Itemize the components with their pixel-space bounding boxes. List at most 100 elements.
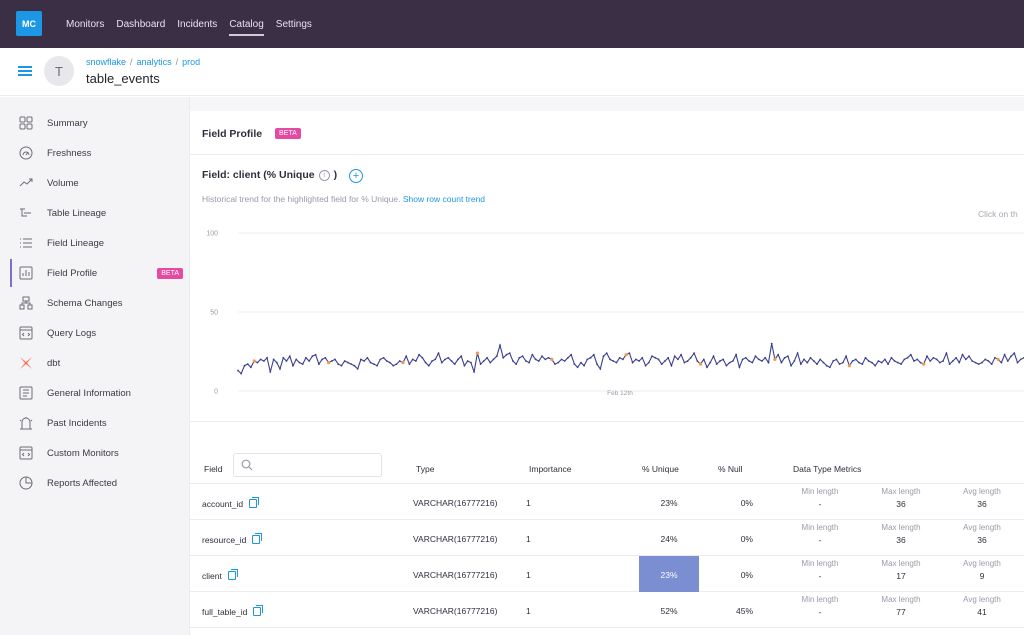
breadcrumb-schema[interactable]: prod (182, 57, 201, 67)
copy-icon[interactable] (253, 605, 264, 616)
sidebar-item-reports-affected[interactable]: Reports Affected (18, 473, 183, 493)
data-point[interactable] (586, 358, 589, 361)
data-point[interactable] (624, 353, 628, 357)
data-point[interactable] (599, 368, 602, 370)
data-point[interactable] (534, 358, 537, 361)
data-point[interactable] (408, 363, 411, 365)
data-point[interactable] (722, 358, 725, 361)
data-point[interactable] (550, 357, 554, 361)
data-point[interactable] (1016, 361, 1019, 364)
data-point[interactable] (916, 358, 919, 361)
data-point[interactable] (712, 355, 715, 358)
data-point[interactable] (900, 363, 902, 365)
sidebar-item-freshness[interactable]: Freshness (18, 143, 183, 163)
data-point[interactable] (583, 364, 585, 367)
copy-icon[interactable] (227, 569, 238, 580)
data-point[interactable] (660, 363, 663, 365)
data-point[interactable] (515, 363, 518, 365)
data-point[interactable] (421, 356, 424, 359)
data-point[interactable] (369, 361, 372, 364)
data-point[interactable] (647, 361, 650, 364)
data-point[interactable] (971, 360, 974, 362)
data-point[interactable] (780, 361, 783, 364)
data-point[interactable] (547, 356, 550, 359)
data-point[interactable] (929, 360, 932, 362)
data-point[interactable] (880, 361, 883, 364)
data-point[interactable] (318, 363, 320, 365)
data-point[interactable] (554, 363, 556, 365)
data-point[interactable] (512, 360, 514, 362)
data-point[interactable] (913, 360, 915, 362)
data-point[interactable] (761, 360, 763, 362)
data-point[interactable] (473, 371, 475, 373)
data-point[interactable] (654, 356, 657, 359)
column-header-importance[interactable]: Importance (529, 464, 572, 474)
data-point[interactable] (292, 364, 294, 367)
data-point[interactable] (1006, 360, 1009, 362)
data-point[interactable] (871, 361, 873, 364)
data-point[interactable] (1013, 352, 1016, 354)
data-point[interactable] (796, 352, 799, 354)
data-point[interactable] (757, 358, 760, 361)
data-point[interactable] (689, 356, 692, 359)
data-point[interactable] (657, 358, 660, 361)
data-point[interactable] (867, 360, 870, 362)
data-point[interactable] (243, 364, 246, 367)
data-point[interactable] (580, 361, 582, 364)
data-point[interactable] (984, 358, 987, 361)
data-point[interactable] (379, 358, 382, 361)
nav-monitors[interactable]: Monitors (66, 18, 105, 30)
data-point[interactable] (259, 358, 262, 361)
data-point[interactable] (440, 361, 443, 364)
data-point[interactable] (744, 356, 747, 359)
data-point[interactable] (793, 360, 796, 362)
data-point[interactable] (405, 355, 408, 358)
data-point[interactable] (719, 360, 721, 362)
data-point[interactable] (858, 361, 860, 364)
data-point[interactable] (567, 356, 569, 359)
sidebar-item-schema-changes[interactable]: Schema Changes (18, 293, 183, 313)
info-icon[interactable]: i (318, 169, 330, 181)
data-point[interactable] (518, 356, 521, 359)
data-point[interactable] (266, 356, 268, 359)
field-name[interactable]: account_id (202, 499, 244, 509)
data-point[interactable] (450, 360, 453, 362)
data-point[interactable] (531, 353, 534, 356)
data-point[interactable] (948, 363, 951, 365)
data-point[interactable] (350, 363, 353, 365)
nav-incidents[interactable]: Incidents (177, 18, 218, 30)
data-point[interactable] (521, 355, 524, 358)
data-point[interactable] (783, 356, 786, 359)
data-point[interactable] (570, 353, 573, 356)
sidebar-item-summary[interactable]: Summary (18, 113, 183, 133)
data-point[interactable] (528, 361, 530, 364)
data-point[interactable] (560, 358, 563, 361)
unique-cell[interactable]: 23% (660, 570, 678, 580)
data-point[interactable] (576, 366, 579, 369)
data-point[interactable] (977, 363, 980, 365)
column-header-type[interactable]: Type (416, 464, 435, 474)
data-point[interactable] (628, 352, 631, 354)
data-point[interactable] (563, 360, 566, 362)
sidebar-item-general-information[interactable]: General Information (18, 383, 183, 403)
data-point[interactable] (974, 361, 977, 364)
data-point[interactable] (366, 356, 369, 359)
data-point[interactable] (288, 355, 291, 358)
field-name[interactable]: resource_id (202, 535, 247, 545)
data-point[interactable] (926, 355, 928, 358)
copy-icon[interactable] (252, 533, 263, 544)
data-point[interactable] (832, 360, 835, 362)
table-row[interactable]: client VARCHAR(16777216) 1 23% 0% Min length -… (190, 556, 1024, 592)
data-point[interactable] (845, 355, 847, 358)
data-point[interactable] (686, 360, 689, 362)
column-header-null[interactable]: % Null (718, 464, 743, 474)
data-point[interactable] (812, 360, 815, 362)
data-point[interactable] (256, 361, 259, 364)
data-point[interactable] (618, 356, 621, 359)
data-point[interactable] (311, 355, 314, 358)
sidebar-item-field-profile[interactable]: Field Profile BETA (10, 259, 183, 287)
table-row[interactable]: resource_id VARCHAR(16777216) 1 24% 0% Min le… (190, 520, 1024, 556)
data-point[interactable] (709, 361, 712, 364)
data-point[interactable] (951, 360, 954, 362)
data-point[interactable] (334, 358, 336, 361)
